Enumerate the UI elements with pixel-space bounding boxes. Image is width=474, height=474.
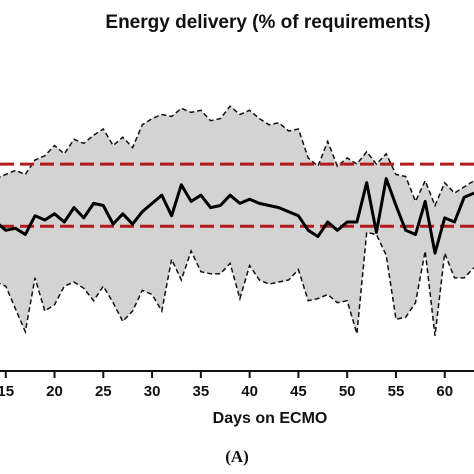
x-tick-label-55: 55 <box>388 383 405 400</box>
median-line <box>0 177 474 255</box>
x-tick-label-30: 30 <box>144 383 161 400</box>
x-tick-label-25: 25 <box>95 383 112 400</box>
x-tick-label-50: 50 <box>339 383 356 400</box>
panel-label: (A) <box>225 447 249 466</box>
x-tick-label-60: 60 <box>436 383 453 400</box>
x-axis: 15 20 25 30 35 40 45 50 55 60 <box>0 370 474 400</box>
x-tick-label-20: 20 <box>46 383 63 400</box>
upper-bound-line <box>0 105 474 208</box>
chart-title: Energy delivery (% of requirements) <box>105 12 430 33</box>
x-tick-label-45: 45 <box>290 383 307 400</box>
lower-bound-line <box>0 231 474 336</box>
plot-area <box>0 105 474 336</box>
x-tick-label-15: 15 <box>0 383 14 400</box>
x-tick-label-35: 35 <box>193 383 210 400</box>
x-axis-label: Days on ECMO <box>213 410 328 427</box>
x-tick-label-40: 40 <box>241 383 258 400</box>
